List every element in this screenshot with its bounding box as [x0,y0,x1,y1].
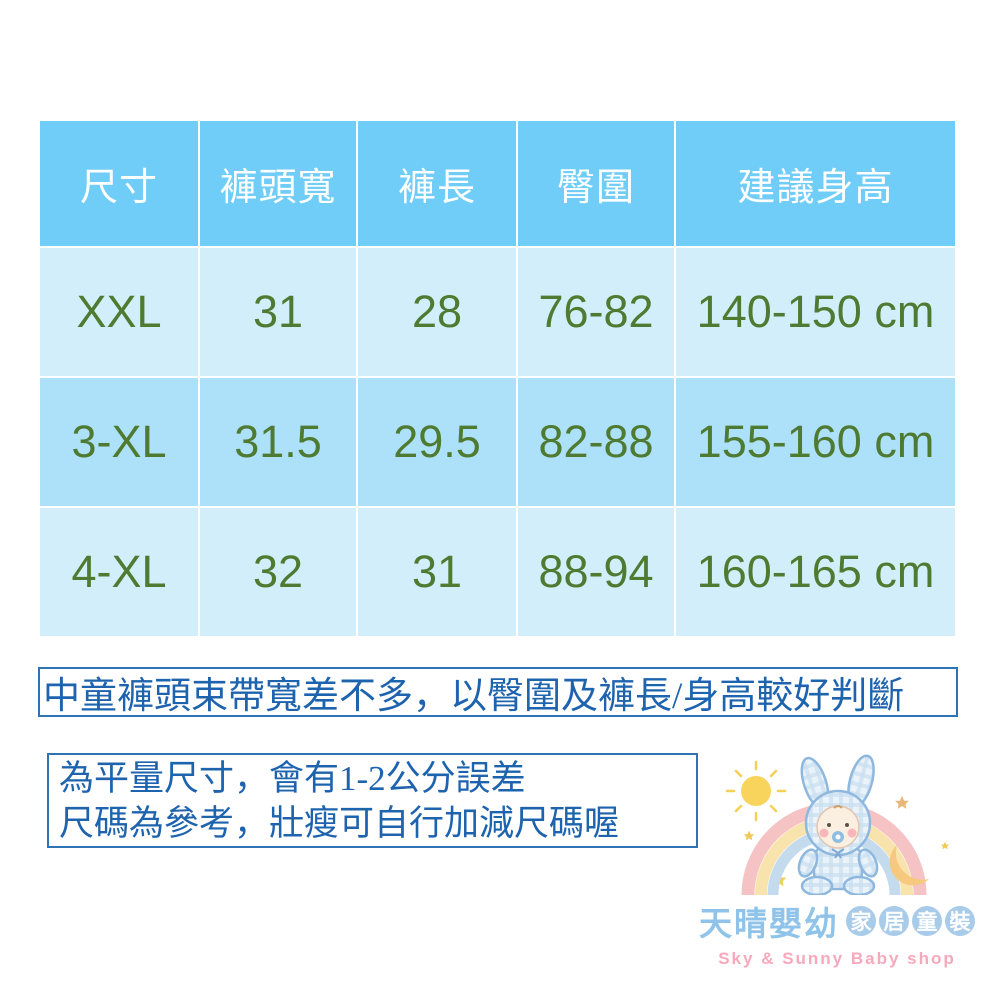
cell-waist-4xl: 32 [200,508,356,636]
cell-height-xxl: 140-150 cm [676,248,955,376]
col-header-height: 建議身高 [676,121,955,246]
cell-hip-4xl: 88-94 [518,508,674,636]
brand-name: 天晴嬰幼 [699,905,839,942]
brand-subtitle: Sky & Sunny Baby shop [718,949,956,968]
badge-char-home1: 家 [846,906,876,936]
cell-length-3xl: 29.5 [358,378,516,506]
col-header-size: 尺寸 [40,121,198,246]
cell-hip-3xl: 82-88 [518,378,674,506]
note-waistband: 中童褲頭束帶寬差不多，以臀圍及褲長/身高較好判斷 [38,667,958,717]
col-header-waist: 褲頭寬 [200,121,356,246]
cell-height-4xl: 160-165 cm [676,508,955,636]
note-measurement-line1: 為平量尺寸，會有1-2公分誤差 [59,759,526,798]
badge-char-kids2: 裝 [945,906,975,936]
cell-size-3xl: 3-XL [40,378,198,506]
badge-char-home2: 居 [879,906,909,936]
sun-icon [725,760,786,822]
bunny-baby-icon [797,754,878,895]
moon-icon [889,845,929,886]
cell-size-4xl: 4-XL [40,508,198,636]
note-measurement: 為平量尺寸，會有1-2公分誤差 尺碼為參考，壯瘦可自行加減尺碼喔 [47,753,698,848]
cell-height-3xl: 155-160 cm [676,378,955,506]
cell-length-xxl: 28 [358,248,516,376]
cell-waist-xxl: 31 [200,248,356,376]
badge-char-kids1: 童 [912,906,942,936]
col-header-hip: 臀圍 [518,121,674,246]
logo-illustration [725,754,949,895]
cell-waist-3xl: 31.5 [200,378,356,506]
size-table: 尺寸 褲頭寬 褲長 臀圍 建議身高 XXL 31 28 76-82 140-15… [40,121,955,636]
brand-name-row: 天晴嬰幼 家 居 童 裝 [698,897,976,945]
cell-length-4xl: 31 [358,508,516,636]
cell-hip-xxl: 76-82 [518,248,674,376]
note-measurement-line2: 尺碼為參考，壯瘦可自行加減尺碼喔 [59,804,620,843]
note-waistband-text: 中童褲頭束帶寬差不多，以臀圍及褲長/身高較好判斷 [43,676,905,717]
col-header-length: 褲長 [358,121,516,246]
cell-size-xxl: XXL [40,248,198,376]
brand-logo: 天晴嬰幼 家 居 童 裝 Sky & Sunny Baby shop [698,743,976,969]
